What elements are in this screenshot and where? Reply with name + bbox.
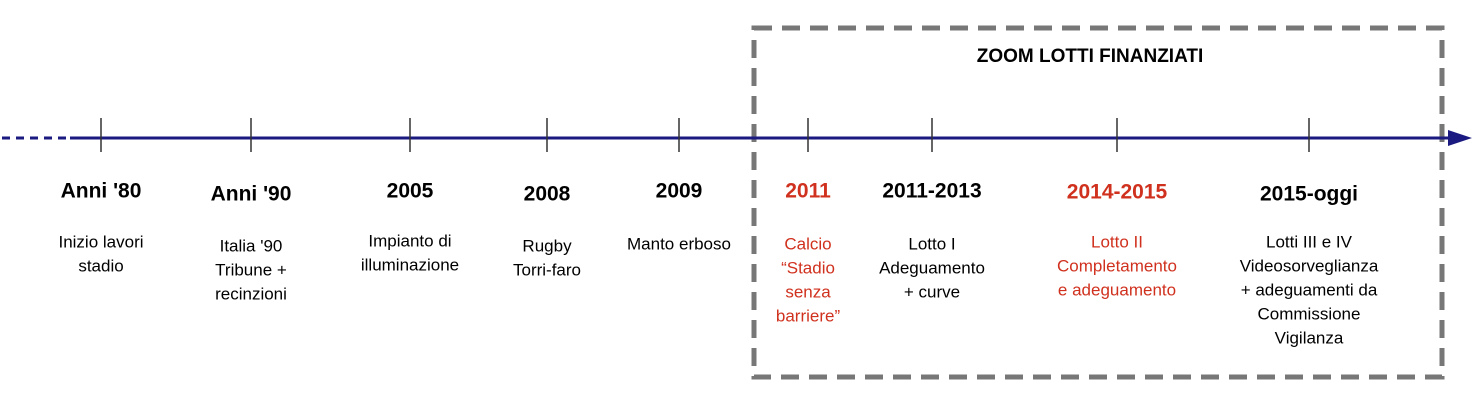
timeline-arrow	[1448, 130, 1472, 146]
event-description: + curve	[904, 282, 960, 301]
event-description: Adeguamento	[879, 258, 985, 277]
event-description: Tribune +	[215, 260, 287, 279]
event-description: e adeguamento	[1058, 280, 1176, 299]
event-label: Anni '80	[61, 180, 142, 203]
event-description: Calcio	[784, 234, 831, 253]
event-description: Videosorveglianza	[1240, 256, 1379, 275]
event-description: Torri-faro	[513, 260, 581, 279]
event-description: Inizio lavori	[58, 232, 143, 251]
event-description: + adeguamenti da	[1241, 280, 1378, 299]
event-description: stadio	[78, 256, 123, 275]
event-label: 2011	[785, 180, 831, 203]
event-label: 2011-2013	[882, 180, 981, 203]
event-description: barriere”	[776, 306, 841, 325]
event-description: Rugby	[522, 236, 572, 255]
event-description: Commissione	[1258, 304, 1361, 323]
event-description: Lotto II	[1091, 232, 1143, 251]
event-description: recinzioni	[215, 284, 287, 303]
event-label: 2014-2015	[1067, 181, 1168, 204]
event-description: Vigilanza	[1275, 328, 1344, 347]
event-label: 2015-oggi	[1260, 183, 1358, 206]
event-description: Lotti III e IV	[1266, 232, 1353, 251]
event-label: 2008	[524, 183, 571, 206]
event-description: Completamento	[1057, 256, 1177, 275]
event-description: Italia '90	[220, 236, 283, 255]
event-description: Impianto di	[368, 231, 451, 250]
zoom-title: ZOOM LOTTI FINANZIATI	[977, 46, 1204, 67]
event-description: “Stadio	[781, 258, 835, 277]
event-label: 2005	[387, 180, 434, 203]
event-description: Manto erboso	[627, 234, 731, 253]
event-label: 2009	[656, 180, 703, 203]
zoom-box	[751, 25, 1445, 380]
event-description: senza	[785, 282, 831, 301]
event-description: illuminazione	[361, 255, 459, 274]
event-label: Anni '90	[211, 183, 292, 206]
event-description: Lotto I	[908, 234, 955, 253]
